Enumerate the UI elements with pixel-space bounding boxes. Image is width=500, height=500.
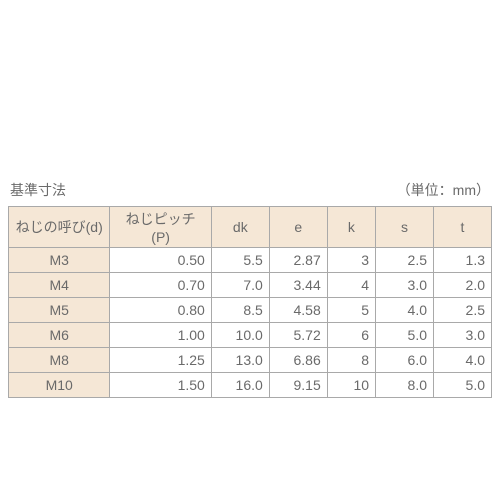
cell: 6.86 bbox=[269, 348, 327, 373]
row-label: M6 bbox=[9, 323, 110, 348]
unit-label: （単位：mm） bbox=[397, 180, 490, 200]
row-label: M8 bbox=[9, 348, 110, 373]
cell: 3.44 bbox=[269, 273, 327, 298]
col-header: e bbox=[269, 207, 327, 248]
table-row: M8 1.25 13.0 6.86 8 6.0 4.0 bbox=[9, 348, 492, 373]
dimensions-table: ねじの呼び(d) ねじピッチ(P) dk e k s t M3 0.50 5.5… bbox=[8, 206, 492, 398]
cell: 0.70 bbox=[110, 273, 211, 298]
cell: 9.15 bbox=[269, 373, 327, 398]
col-header: dk bbox=[211, 207, 269, 248]
col-header: s bbox=[376, 207, 434, 248]
row-label: M5 bbox=[9, 298, 110, 323]
column-header-row: ねじの呼び(d) ねじピッチ(P) dk e k s t bbox=[9, 207, 492, 248]
table-row: M10 1.50 16.0 9.15 10 8.0 5.0 bbox=[9, 373, 492, 398]
cell: 8.0 bbox=[376, 373, 434, 398]
col-header: ねじピッチ(P) bbox=[110, 207, 211, 248]
col-header: t bbox=[434, 207, 492, 248]
cell: 6 bbox=[327, 323, 375, 348]
cell: 2.87 bbox=[269, 248, 327, 273]
cell: 8 bbox=[327, 348, 375, 373]
table-header-row: 基準寸法 （単位：mm） bbox=[8, 180, 492, 200]
col-header: k bbox=[327, 207, 375, 248]
cell: 3.0 bbox=[376, 273, 434, 298]
table-container: 基準寸法 （単位：mm） ねじの呼び(d) ねじピッチ(P) dk e k s … bbox=[8, 180, 492, 398]
cell: 2.5 bbox=[434, 298, 492, 323]
row-label: M10 bbox=[9, 373, 110, 398]
cell: 5.72 bbox=[269, 323, 327, 348]
cell: 4.0 bbox=[376, 298, 434, 323]
table-row: M4 0.70 7.0 3.44 4 3.0 2.0 bbox=[9, 273, 492, 298]
cell: 3.0 bbox=[434, 323, 492, 348]
cell: 10 bbox=[327, 373, 375, 398]
cell: 6.0 bbox=[376, 348, 434, 373]
cell: 3 bbox=[327, 248, 375, 273]
cell: 8.5 bbox=[211, 298, 269, 323]
row-label: M3 bbox=[9, 248, 110, 273]
cell: 1.00 bbox=[110, 323, 211, 348]
cell: 2.0 bbox=[434, 273, 492, 298]
cell: 4.0 bbox=[434, 348, 492, 373]
cell: 2.5 bbox=[376, 248, 434, 273]
table-title: 基準寸法 bbox=[10, 180, 66, 200]
cell: 1.25 bbox=[110, 348, 211, 373]
cell: 5.5 bbox=[211, 248, 269, 273]
cell: 5.0 bbox=[376, 323, 434, 348]
table-body: M3 0.50 5.5 2.87 3 2.5 1.3 M4 0.70 7.0 3… bbox=[9, 248, 492, 398]
cell: 5.0 bbox=[434, 373, 492, 398]
cell: 16.0 bbox=[211, 373, 269, 398]
cell: 7.0 bbox=[211, 273, 269, 298]
row-label: M4 bbox=[9, 273, 110, 298]
cell: 1.3 bbox=[434, 248, 492, 273]
cell: 0.50 bbox=[110, 248, 211, 273]
table-row: M6 1.00 10.0 5.72 6 5.0 3.0 bbox=[9, 323, 492, 348]
cell: 5 bbox=[327, 298, 375, 323]
cell: 0.80 bbox=[110, 298, 211, 323]
table-row: M5 0.80 8.5 4.58 5 4.0 2.5 bbox=[9, 298, 492, 323]
cell: 13.0 bbox=[211, 348, 269, 373]
cell: 10.0 bbox=[211, 323, 269, 348]
cell: 4 bbox=[327, 273, 375, 298]
cell: 4.58 bbox=[269, 298, 327, 323]
col-header: ねじの呼び(d) bbox=[9, 207, 110, 248]
table-row: M3 0.50 5.5 2.87 3 2.5 1.3 bbox=[9, 248, 492, 273]
cell: 1.50 bbox=[110, 373, 211, 398]
